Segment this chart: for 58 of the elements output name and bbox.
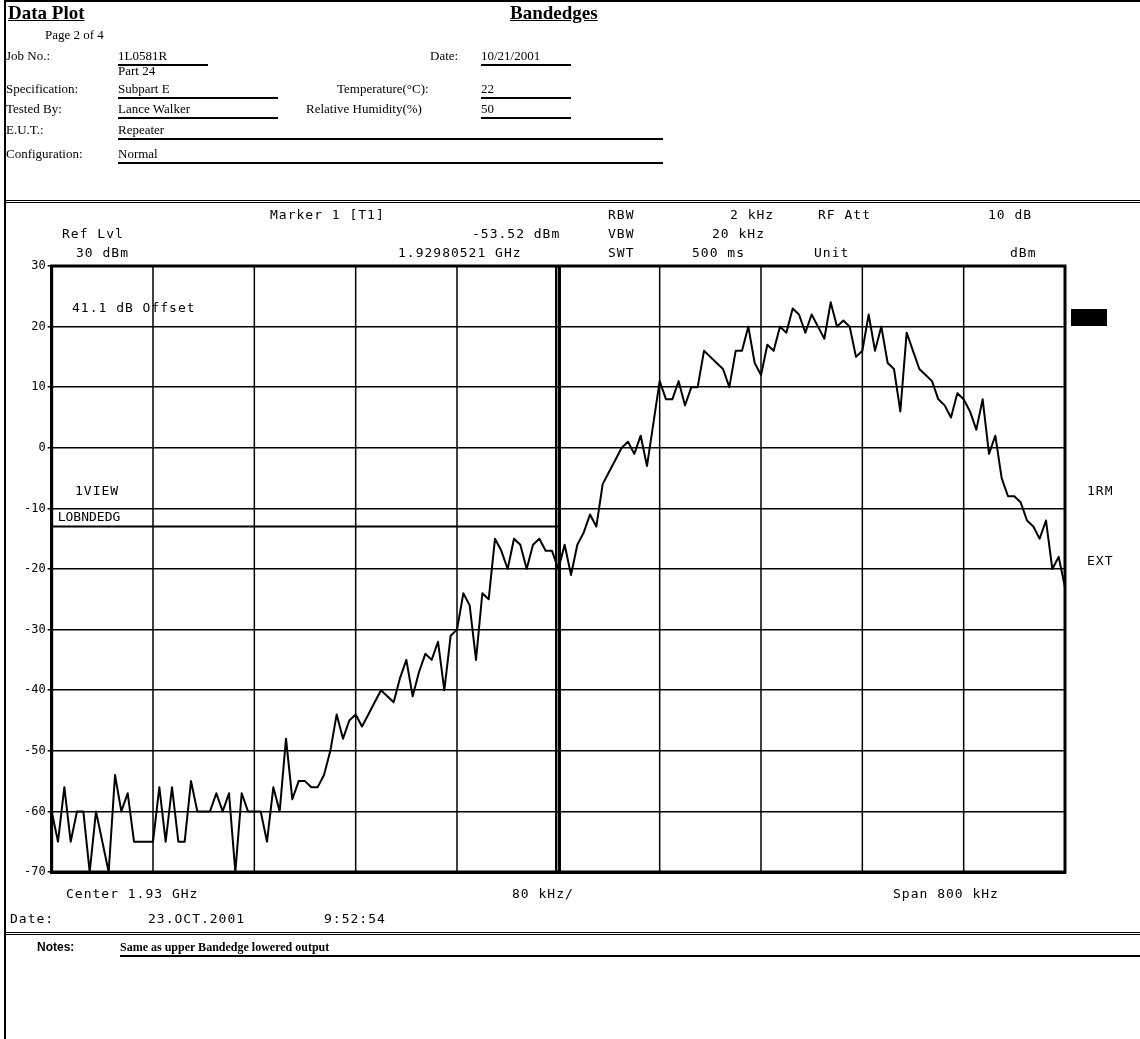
chart-title: Data Plot: [8, 2, 85, 24]
text: Date:: [10, 911, 55, 926]
text: 23.OCT.2001: [148, 911, 246, 926]
text: Tested By:: [6, 101, 62, 117]
text: Repeater: [118, 122, 663, 140]
y-tick-label: -70: [23, 864, 46, 879]
text: Subpart E: [118, 81, 278, 99]
text: Marker 1 [T1]: [270, 207, 385, 222]
text: 1RM: [1087, 483, 1114, 498]
text: Ref Lvl: [62, 226, 124, 241]
text: Temperature(°C):: [337, 81, 429, 97]
text: Configuration:: [6, 146, 83, 162]
text: 2 kHz: [730, 207, 775, 222]
text: 10 dB: [988, 207, 1033, 222]
text: EXT: [1087, 553, 1114, 568]
annotation: LOBNDEDG: [57, 509, 121, 525]
text: 50: [481, 101, 571, 119]
text: Unit: [814, 245, 850, 260]
text: Date:: [430, 48, 459, 64]
text: RBW: [608, 207, 635, 222]
y-tick-label: -60: [23, 803, 46, 818]
annotation: 1VIEW: [75, 483, 120, 498]
text: 22: [481, 81, 571, 99]
text: Center 1.93 GHz: [66, 886, 199, 901]
text: Lance Walker: [118, 101, 278, 119]
text: 500 ms: [692, 245, 745, 260]
text: 80 kHz/: [512, 886, 574, 901]
text: Normal: [118, 146, 663, 164]
text: 1.92980521 GHz: [398, 245, 522, 260]
text: 10/21/2001: [481, 48, 571, 66]
text: SWT: [608, 245, 635, 260]
text: dBm: [1010, 245, 1037, 260]
text: 30 dBm: [76, 245, 129, 260]
text: VBW: [608, 226, 635, 241]
text: 1L0581R: [118, 48, 208, 66]
text: 9:52:54: [324, 911, 386, 926]
y-tick-label: -30: [23, 621, 46, 636]
y-tick-label: 10: [31, 379, 46, 394]
text: Relative Humidity(%): [306, 101, 422, 117]
y-tick-label: -50: [23, 742, 46, 757]
text: Notes:: [37, 940, 75, 954]
text: Job No.:: [6, 48, 51, 64]
text: RF Att: [818, 207, 871, 222]
text: 20 kHz: [712, 226, 765, 241]
y-tick-label: 0: [38, 439, 46, 454]
y-tick-label: -40: [23, 682, 46, 697]
text: -53.52 dBm: [472, 226, 561, 241]
y-tick-label: 30: [31, 258, 46, 273]
text: Page 2 of 4: [45, 27, 104, 43]
y-tick-label: -20: [23, 561, 46, 576]
text: Part 24: [118, 63, 156, 79]
y-tick-label: -10: [23, 500, 46, 515]
text: E.U.T.:: [6, 122, 44, 138]
y-tick-label: 20: [31, 318, 46, 333]
text: Same as upper Bandedge lowered output: [120, 940, 1140, 957]
chart-subtitle: Bandedges: [510, 2, 598, 24]
text: Span 800 kHz: [893, 886, 999, 901]
text: Specification:: [6, 81, 79, 97]
